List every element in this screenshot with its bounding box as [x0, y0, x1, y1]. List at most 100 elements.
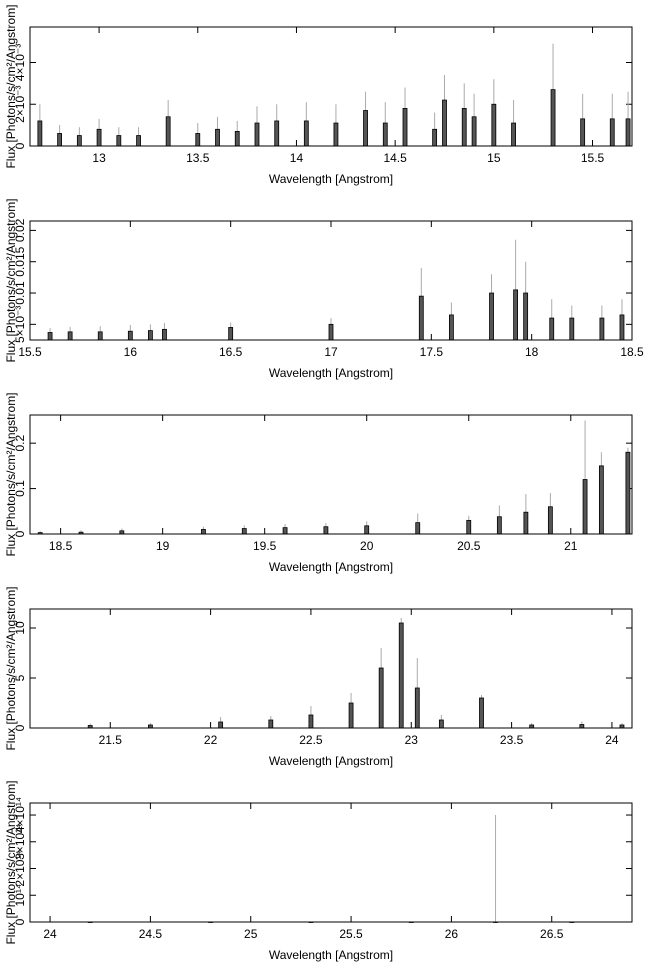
data-bin	[333, 122, 339, 147]
x-tick-label: 18	[525, 345, 539, 359]
data-bin	[550, 89, 556, 147]
data-bin	[47, 332, 53, 341]
data-bin	[57, 133, 63, 147]
data-bin	[228, 327, 234, 341]
data-bin	[496, 516, 502, 535]
data-bin	[218, 721, 224, 729]
x-tick-label: 22.5	[299, 733, 323, 747]
x-tick-label: 15	[487, 151, 501, 165]
x-tick-label: 24.5	[139, 927, 163, 941]
x-tick-label: 15.5	[581, 151, 605, 165]
data-bin	[580, 118, 586, 147]
x-axis-label: Wavelength [Angstrom]	[269, 172, 393, 186]
data-bin	[282, 527, 288, 535]
x-axis-label: Wavelength [Angstrom]	[269, 560, 393, 574]
data-bin	[303, 120, 309, 147]
data-bin	[234, 130, 240, 147]
x-tick-label: 23.5	[500, 733, 524, 747]
y-tick-label: 0	[13, 142, 27, 149]
data-bin	[215, 128, 220, 147]
x-tick-label: 20.5	[457, 539, 481, 553]
data-bin	[582, 479, 588, 535]
x-tick-label: 16	[124, 345, 138, 359]
data-bin	[201, 529, 206, 535]
data-bin	[619, 314, 625, 341]
plot-frame	[29, 26, 633, 147]
data-bin	[162, 328, 167, 341]
y-tick-label: 0.02	[13, 218, 27, 242]
data-bin	[418, 295, 424, 341]
data-bin	[466, 519, 472, 535]
y-tick-label: 0.2	[13, 434, 27, 451]
x-tick-label: 15.5	[18, 345, 42, 359]
data-bin	[147, 330, 153, 341]
data-bin	[67, 331, 73, 341]
data-bin	[76, 135, 82, 147]
data-bin	[398, 622, 404, 729]
x-tick-label: 13	[92, 151, 106, 165]
x-tick-label: 16.5	[219, 345, 243, 359]
x-tick-label: 18.5	[49, 539, 73, 553]
x-tick-label: 17.5	[420, 345, 444, 359]
data-bin	[328, 323, 334, 341]
y-axis-label: Flux [Photons/s/cm²/Angstrom]	[4, 780, 18, 944]
data-bin	[598, 465, 604, 535]
data-bin	[523, 511, 529, 535]
data-bin	[547, 506, 553, 535]
y-tick-label: 3×10¹⁴	[13, 824, 27, 860]
data-bin	[116, 135, 122, 147]
data-bin	[625, 451, 631, 535]
data-bin	[569, 317, 575, 341]
data-bin	[414, 687, 420, 729]
x-tick-label: 14	[290, 151, 304, 165]
x-tick-label: 18.5	[620, 345, 644, 359]
data-bin	[415, 522, 421, 535]
y-tick-label: 5	[13, 674, 27, 681]
x-tick-label: 21	[564, 539, 578, 553]
data-bin	[625, 118, 631, 147]
y-tick-label: 0	[13, 530, 27, 537]
x-tick-label: 14.5	[383, 151, 407, 165]
x-axis-label: Wavelength [Angstrom]	[269, 366, 393, 380]
x-tick-label: 26.5	[540, 927, 564, 941]
data-bin	[254, 122, 260, 147]
data-bin	[511, 122, 516, 147]
data-bin	[378, 667, 384, 729]
data-bin	[489, 292, 494, 341]
data-bin	[461, 108, 467, 147]
x-axis-label: Wavelength [Angstrom]	[269, 948, 393, 962]
data-bin	[599, 317, 605, 341]
x-tick-label: 22	[204, 733, 218, 747]
y-tick-label: 10	[13, 621, 27, 635]
x-axis-label: Wavelength [Angstrom]	[269, 754, 393, 768]
x-tick-label: 13.5	[186, 151, 210, 165]
y-tick-label: 4×10¹⁴	[13, 797, 27, 833]
y-tick-label: 0	[13, 918, 27, 925]
y-tick-label: 5×10⁻³	[13, 306, 27, 343]
data-bin	[438, 719, 444, 729]
data-bin	[523, 292, 529, 341]
plot-frame	[29, 414, 633, 535]
x-tick-label: 17	[324, 345, 338, 359]
x-tick-label: 24	[605, 733, 619, 747]
data-bin	[127, 330, 133, 341]
y-tick-label: 2×10¹⁴	[13, 850, 27, 886]
data-bin	[165, 116, 171, 147]
x-tick-label: 25.5	[339, 927, 363, 941]
data-bin	[97, 331, 103, 341]
plot-frame	[29, 608, 633, 729]
data-bin	[513, 289, 519, 341]
data-bin	[609, 118, 615, 147]
data-bin	[363, 110, 368, 147]
data-bin	[479, 697, 484, 729]
data-bin	[471, 116, 477, 147]
x-tick-label: 25	[244, 927, 258, 941]
plot-frame	[29, 802, 633, 923]
data-bin	[448, 314, 454, 341]
data-bin	[241, 528, 247, 535]
x-tick-label: 20	[360, 539, 374, 553]
data-bin	[195, 133, 201, 147]
data-bin	[491, 103, 497, 147]
x-tick-label: 23	[405, 733, 419, 747]
y-axis-label: Flux [Photons/s/cm²/Angstrom]	[4, 586, 18, 750]
